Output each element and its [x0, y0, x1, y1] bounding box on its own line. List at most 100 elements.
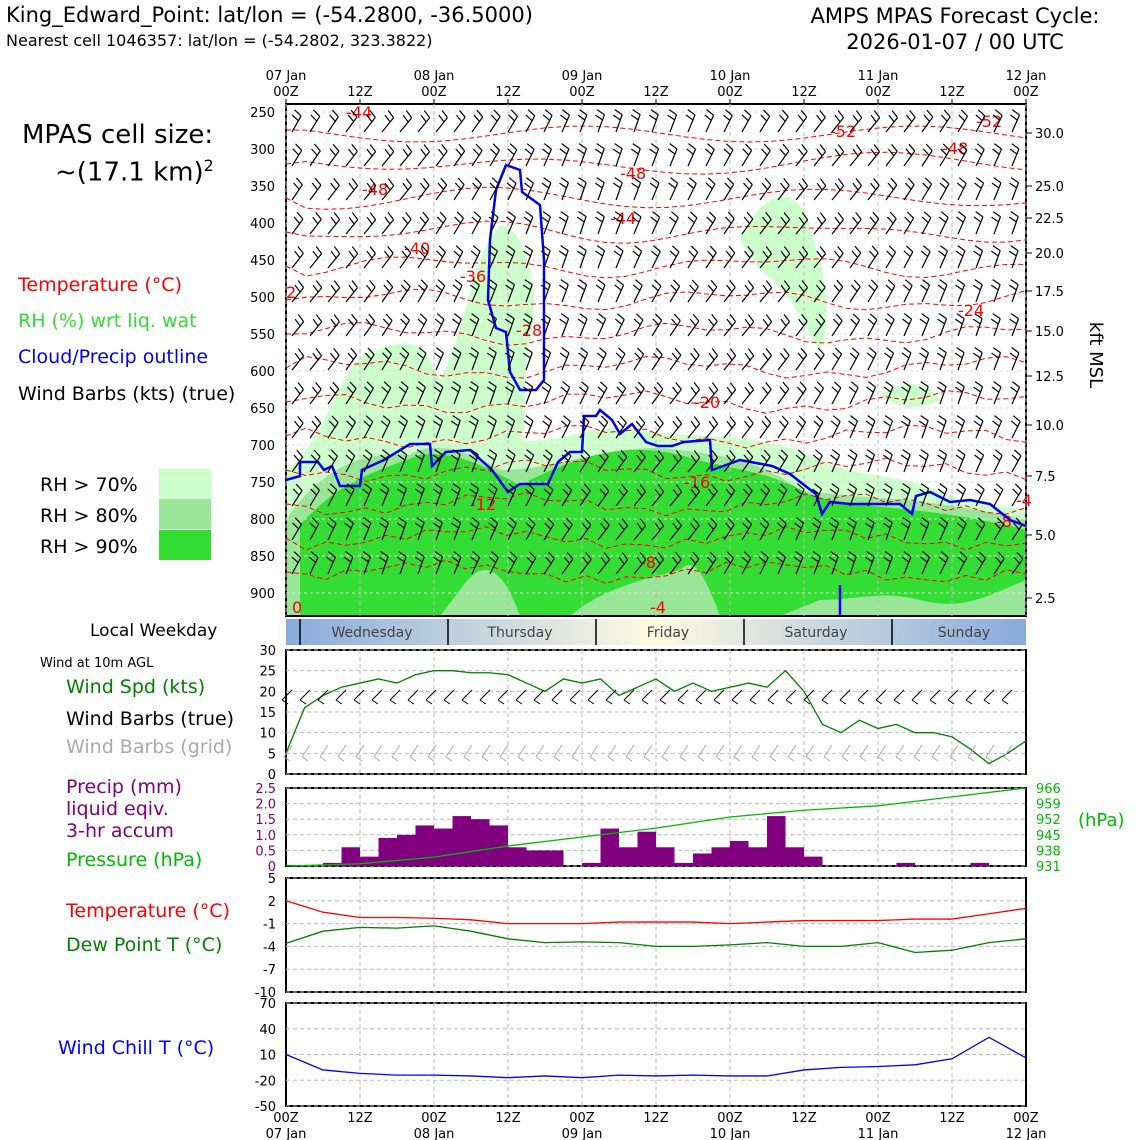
- wind-barb: [864, 551, 875, 575]
- surface-wind-barb: [515, 689, 527, 705]
- wind-barb: [669, 551, 682, 575]
- wind-barb: [488, 551, 499, 575]
- wind-barb: [578, 381, 589, 405]
- wind-barb: [327, 483, 338, 507]
- precip-bar: [896, 862, 915, 866]
- temperature-contour: [285, 256, 1027, 279]
- top-hour-label: 12Z: [939, 85, 965, 100]
- temperature-dewpoint-panel: -10 -7 -4 -1 2 5: [255, 872, 1027, 1001]
- wind-barb: [614, 279, 625, 303]
- wind-barb: [901, 381, 912, 405]
- wind-barb: [309, 348, 322, 371]
- wind-barb: [668, 211, 679, 235]
- wind-barb: [650, 245, 661, 269]
- wind-barb: [453, 245, 464, 269]
- wind-barb: [975, 109, 986, 133]
- wind-barb: [937, 279, 948, 303]
- grid-wind-barb: [625, 744, 635, 762]
- wind-ytick: 10: [259, 727, 276, 742]
- surface-wind-barb: [785, 689, 797, 705]
- bottom-hour-label: 12Z: [347, 1111, 373, 1126]
- wind-barb: [451, 551, 462, 575]
- wind-barb: [542, 143, 552, 167]
- wind-barb: [936, 415, 947, 439]
- wind-barb: [901, 347, 912, 371]
- wind-barb: [470, 245, 481, 269]
- bottom-hour-label: 12Z: [495, 1111, 521, 1126]
- swatch-rh90: [159, 530, 211, 560]
- pressure-tick-label: 600: [250, 365, 275, 380]
- wind-barb: [759, 280, 773, 303]
- wind-chill-line: [285, 1036, 1027, 1079]
- wind-barb: [397, 449, 408, 473]
- wind-barb: [759, 348, 772, 371]
- wind-barb: [309, 483, 320, 507]
- wind-barb: [612, 143, 623, 167]
- wind-barb: [327, 314, 340, 337]
- grid-wind-barb: [319, 744, 329, 762]
- wind-barb: [687, 245, 699, 269]
- wind-barb: [867, 144, 880, 167]
- wind-barb: [399, 347, 410, 371]
- station-title: King_Edward_Point: lat/lon = (-54.2800, …: [6, 3, 533, 27]
- wind-barb: [435, 110, 448, 133]
- wind-barb: [705, 551, 717, 575]
- grid-wind-barb: [859, 744, 869, 762]
- precip-bar: [582, 862, 601, 866]
- pressure-tick-label: 931: [1036, 860, 1061, 875]
- temperature-contour: [285, 526, 1027, 551]
- wind-barb: [813, 279, 826, 303]
- wind-barb: [741, 143, 753, 167]
- legend-pressure: Pressure (hPa): [66, 849, 203, 871]
- temperature-contour-label: -16: [684, 473, 710, 492]
- temperature-contour: [285, 288, 1027, 311]
- surface-wind-barb: [983, 689, 995, 705]
- wind-barb: [867, 313, 878, 337]
- surface-wind-barb: [641, 689, 653, 705]
- wind-barb: [309, 314, 323, 337]
- wind-barb: [432, 517, 443, 541]
- bottom-hour-label: 00Z: [1013, 1111, 1039, 1126]
- top-hour-label: 12Z: [347, 85, 373, 100]
- wind-barb: [633, 313, 644, 337]
- wind-barb: [723, 245, 736, 269]
- precip-bar: [471, 819, 490, 866]
- wind-barb: [741, 517, 753, 541]
- wind-barb: [919, 517, 930, 541]
- wind-barb: [903, 109, 916, 133]
- wind-barb: [1010, 415, 1021, 439]
- wind-barb: [918, 415, 929, 439]
- precip-bar: [637, 831, 656, 866]
- wind-barb: [327, 143, 340, 167]
- rh70-region-upper: [740, 197, 827, 350]
- legend-precip-3: 3-hr accum: [66, 820, 174, 842]
- wind-barb: [381, 313, 393, 337]
- wind-barb: [542, 449, 553, 473]
- surface-wind-barb: [569, 689, 581, 705]
- wind-barb: [993, 551, 1005, 575]
- wind-barb: [777, 314, 790, 337]
- wind-barb: [885, 245, 897, 269]
- wind-barb: [723, 177, 735, 201]
- wind-barb: [847, 483, 858, 507]
- wind-barb: [343, 551, 354, 575]
- wind-barb: [849, 144, 863, 167]
- wind-barb: [327, 212, 341, 235]
- temp-ytick: -10: [255, 986, 276, 1001]
- wind-barb: [830, 449, 841, 473]
- wind-barb: [937, 449, 948, 473]
- weekday-label: Friday: [647, 625, 689, 641]
- legend-temperature-2: Temperature (°C): [66, 900, 230, 922]
- wind-barb: [417, 211, 430, 235]
- wind-barb: [759, 483, 771, 507]
- forecast-cycle: AMPS MPAS Forecast Cycle: 2026-01-07 / 0…: [770, 3, 1140, 55]
- wind-barb: [417, 313, 428, 337]
- temperature-contour-label: -12: [470, 495, 496, 514]
- wind-barb: [795, 178, 809, 201]
- wind-barb: [938, 211, 949, 235]
- surface-wind-barb: [461, 689, 473, 705]
- wind-barb: [578, 347, 589, 371]
- wind-barb: [1009, 347, 1020, 371]
- chill-ytick: 40: [259, 1023, 276, 1038]
